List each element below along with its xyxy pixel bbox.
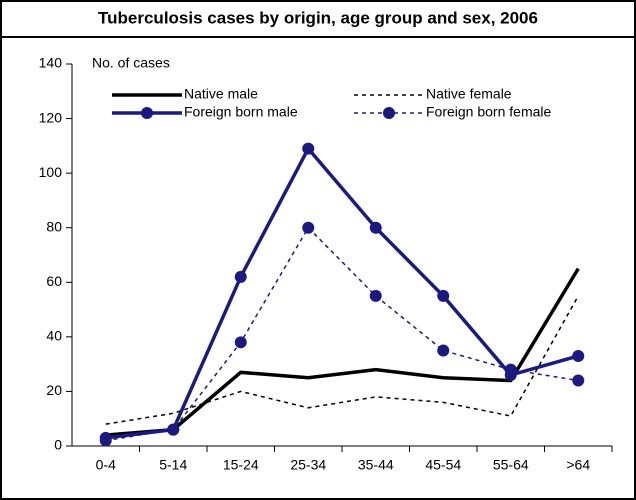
y-tick-label: 40 [46,328,62,344]
point [234,336,247,349]
y-tick-label: 20 [46,382,62,398]
legend-label: Foreign born male [184,104,298,120]
x-tick-label: 15-24 [223,457,259,473]
legend-label: Native male [184,86,258,102]
y-tick-label: 140 [39,55,63,71]
x-tick-label: 25-34 [290,457,326,473]
legend-label: Foreign born female [426,104,552,120]
x-tick-label: 45-54 [425,457,461,473]
y-tick-label: 60 [46,273,62,289]
point [302,221,315,234]
series-line [105,267,580,437]
point [437,344,450,357]
x-tick-label: 35-44 [358,457,394,473]
y-tick-label: 120 [39,109,63,125]
point [302,142,315,155]
point [234,270,247,283]
series-line [105,145,579,440]
x-tick-label: >64 [566,457,590,473]
x-tick-label: 0-4 [96,457,116,473]
point [437,289,450,302]
y-axis-label: No. of cases [92,55,170,71]
chart-title: Tuberculosis cases by origin, age group … [98,8,538,27]
point [369,289,382,302]
legend-label: Native female [426,86,512,102]
point [504,363,517,376]
point [572,349,585,362]
y-tick-label: 0 [54,437,62,453]
point [572,374,585,387]
point [369,221,382,234]
legend-marker [141,107,153,119]
series-line [105,295,579,425]
legend-marker [383,107,395,119]
y-tick-label: 100 [39,164,63,180]
point [167,423,180,436]
x-tick-label: 55-64 [493,457,529,473]
x-tick-label: 5-14 [159,457,187,473]
point [99,434,112,447]
y-tick-label: 80 [46,218,62,234]
series-line [105,226,579,442]
